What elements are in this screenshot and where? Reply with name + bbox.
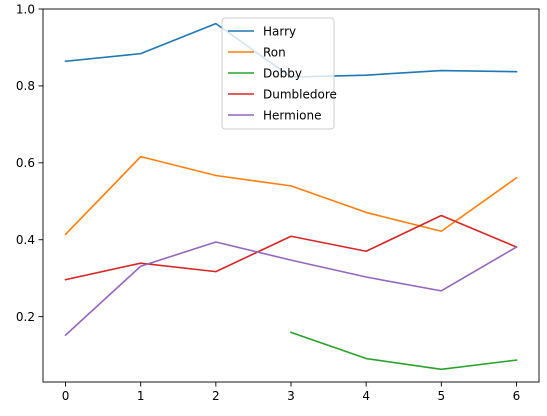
x-tick-label: 1 [137, 389, 145, 403]
y-tick-label: 0.8 [16, 79, 35, 93]
x-axis: 0 1 2 3 4 5 6 [62, 382, 521, 403]
x-tick-label: 2 [212, 389, 220, 403]
x-tick-label: 0 [62, 389, 70, 403]
y-tick-label: 1.0 [16, 2, 35, 16]
x-tick-label: 6 [513, 389, 521, 403]
series-line-ron [64, 155, 518, 236]
series-line-hermione [64, 241, 518, 337]
y-tick-label: 0.4 [16, 233, 35, 247]
x-tick-label: 3 [287, 389, 295, 403]
series-line-dobby [289, 331, 518, 371]
legend: Harry Ron Dobby Dumbledore Hermione [221, 17, 337, 130]
legend-label-dobby: Dobby [263, 66, 302, 80]
legend-box [221, 17, 335, 130]
y-axis: 0.2 0.4 0.6 0.8 1.0 [16, 2, 43, 324]
y-tick-label: 0.2 [16, 310, 35, 324]
legend-label-ron: Ron [263, 45, 286, 59]
y-tick-label: 0.6 [16, 156, 35, 170]
legend-label-harry: Harry [263, 24, 296, 38]
legend-label-dumbledore: Dumbledore [263, 87, 337, 101]
x-tick-label: 4 [362, 389, 370, 403]
legend-label-hermione: Hermione [263, 108, 321, 122]
x-tick-label: 5 [437, 389, 445, 403]
series-line-dumbledore [64, 214, 518, 281]
